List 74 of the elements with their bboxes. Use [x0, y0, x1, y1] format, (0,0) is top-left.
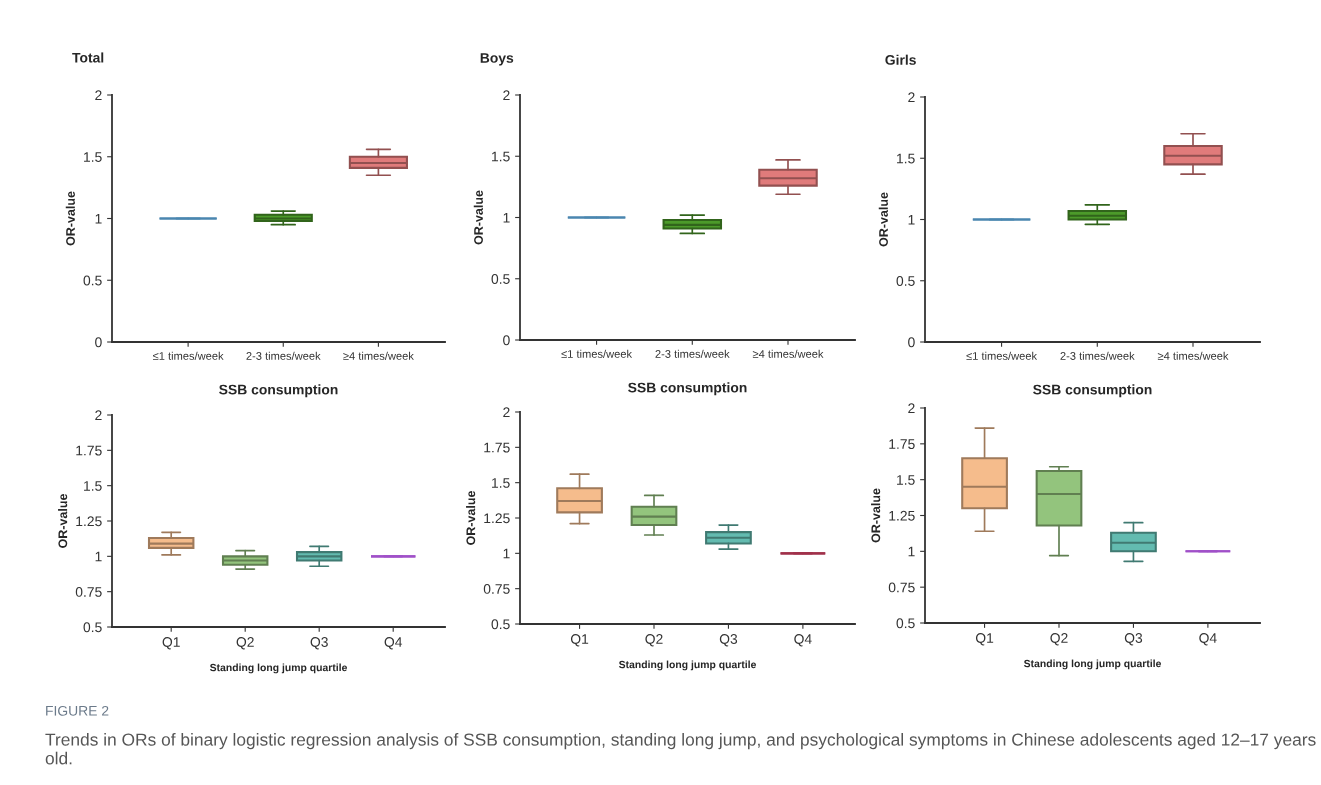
y-tick-label: 1.5 — [492, 151, 510, 162]
x-tick-label: Q4 — [384, 637, 403, 650]
x-axis-title: SSB consumption — [219, 384, 338, 398]
x-axis-title: Standing long jump quartile — [209, 663, 348, 674]
y-axis-title: OR-value — [58, 493, 68, 548]
y-tick-label: 2 — [503, 407, 510, 418]
y-tick-label: 1.5 — [492, 478, 510, 488]
y-tick-label: 0.5 — [896, 276, 915, 286]
x-tick-label: ≥4 times/week — [343, 351, 414, 360]
y-tick-label: 1.25 — [484, 513, 510, 524]
y-tick-label: 1.75 — [889, 439, 915, 449]
x-tick-label: ≥4 times/week — [1157, 351, 1229, 360]
chart-title: Boys — [480, 53, 514, 66]
x-tick-label: 2-3 times/week — [246, 351, 321, 360]
y-tick-label: 2 — [95, 410, 102, 421]
y-tick-label: 0.5 — [491, 619, 510, 630]
y-tick-label: 1 — [503, 548, 510, 559]
y-tick-label: 2 — [908, 403, 915, 414]
x-tick-label: ≤1 times/week — [966, 351, 1038, 360]
x-tick-label: Q1 — [975, 633, 994, 646]
y-tick-label: 1 — [908, 546, 915, 557]
y-tick-label: 0.75 — [888, 582, 915, 593]
y-tick-label: 1 — [95, 213, 102, 224]
x-axis-title: Standing long jump quartile — [1023, 659, 1162, 670]
x-tick-label: ≥4 times/week — [752, 349, 824, 358]
y-tick-label: 1 — [503, 212, 510, 223]
x-tick-label: ≤1 times/week — [561, 349, 633, 358]
x-tick-label: Q3 — [310, 637, 328, 650]
y-tick-label: 1.5 — [897, 153, 915, 164]
y-tick-label: 2 — [95, 90, 102, 101]
text: Trends in ORs of binary logistic regression analysis of SSB consumption, standing long jump, and psychological symptoms in Chinese adolescents aged 12–17 years old. — [45, 733, 1316, 765]
y-tick-label: 1.5 — [897, 475, 915, 485]
chart-title: Girls — [885, 54, 916, 65]
x-tick-label: Q3 — [1124, 633, 1143, 646]
y-tick-label: 1.75 — [484, 442, 510, 453]
y-axis-title: OR-value — [871, 488, 881, 543]
x-tick-label: 2-3 times/week — [655, 349, 730, 358]
y-tick-label: 0 — [908, 337, 915, 348]
y-tick-label: 1.25 — [889, 510, 915, 521]
x-tick-label: ≤1 times/week — [152, 351, 224, 360]
y-tick-label: 0.75 — [483, 584, 510, 594]
y-tick-label: 1 — [908, 214, 915, 225]
y-tick-label: 1.5 — [84, 152, 102, 162]
y-tick-label: 1.5 — [84, 481, 102, 491]
y-tick-label: 1.25 — [76, 516, 102, 527]
y-tick-label: 1 — [95, 551, 102, 562]
y-tick-label: 0.5 — [83, 275, 102, 286]
y-tick-label: 0 — [503, 335, 510, 346]
caption: FIGURE 2 — [46, 705, 109, 716]
y-tick-label: 0 — [95, 337, 102, 348]
x-tick-label: Q3 — [719, 634, 738, 647]
x-tick-label: 2-3 times/week — [1060, 351, 1135, 360]
y-tick-label: 2 — [908, 92, 915, 103]
y-tick-label: 0.5 — [491, 274, 510, 284]
x-tick-label: Q2 — [236, 637, 254, 650]
chart-title: Total — [72, 52, 104, 63]
y-tick-label: 1.75 — [76, 445, 102, 456]
x-tick-label: Q4 — [794, 634, 812, 647]
y-tick-label: 0.5 — [896, 618, 915, 629]
y-axis-title: OR-value — [473, 190, 483, 245]
y-tick-label: 0.5 — [83, 622, 102, 633]
x-tick-label: Q2 — [1050, 633, 1068, 646]
x-axis-title: SSB consumption — [1033, 384, 1152, 398]
x-tick-label: Q4 — [1199, 633, 1217, 646]
y-axis-title: OR-value — [878, 192, 888, 247]
x-tick-label: Q1 — [570, 634, 589, 647]
x-axis-title: Standing long jump quartile — [618, 660, 757, 671]
x-tick-label: Q2 — [645, 634, 663, 647]
x-axis-title: SSB consumption — [628, 382, 747, 396]
y-axis-title: OR-value — [65, 191, 75, 246]
y-axis-title: OR-value — [466, 490, 476, 545]
y-tick-label: 0.75 — [75, 587, 102, 597]
x-tick-label: Q1 — [162, 637, 180, 650]
y-tick-label: 2 — [503, 90, 510, 101]
